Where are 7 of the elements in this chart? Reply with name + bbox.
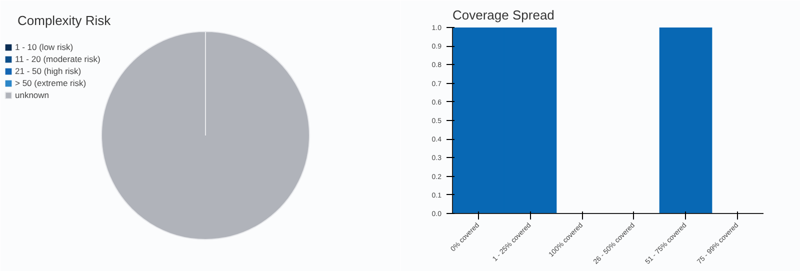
chart-title: Complexity Risk [18,13,112,28]
legend-label: 1 - 10 (low risk) [15,42,74,52]
legend-label: 21 - 50 (high risk) [15,66,82,76]
legend-label: 11 - 20 (moderate risk) [15,54,100,64]
chart-title: Coverage Spread [452,8,554,22]
legend-label: > 50 (extreme risk) [15,78,86,88]
legend-label: unknown [15,90,50,100]
